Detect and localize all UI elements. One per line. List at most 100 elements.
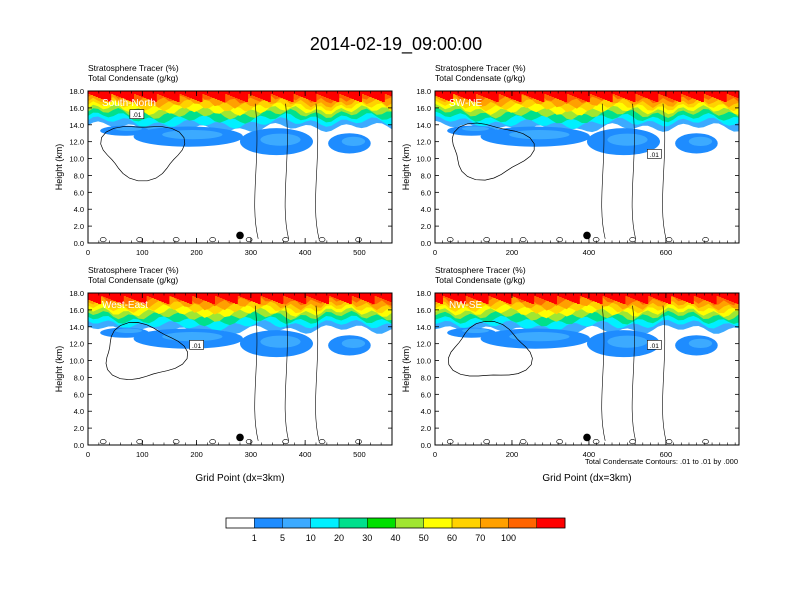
y-tick-label: 6.0 [421,188,431,197]
y-tick-label: 2.0 [74,424,84,433]
x-tick-label: 200 [506,450,519,459]
y-tick-label: 2.0 [421,424,431,433]
y-tick-label: 18.0 [416,87,431,96]
y-tick-label: 4.0 [421,407,431,416]
panel-label: SW-NE [449,98,482,109]
colorbar: 1 5 10 20 30 40 50 60 70 100 [225,517,566,543]
plot-frame [434,90,740,244]
colorbar-swatch [282,518,312,528]
x-tick-label: 300 [245,248,258,257]
x-tick-label: 300 [245,450,258,459]
y-axis-label: Height (km) [54,346,64,393]
colorbar-swatch [226,518,255,528]
contour-label: .01 [650,152,659,159]
y-tick-label: 0.0 [74,441,84,450]
location-marker [236,231,244,240]
colorbar-swatch [339,518,368,528]
colorbar-label: 60 [447,533,457,543]
y-tick-label: 0.0 [74,239,84,248]
colorbar-label: 30 [362,533,372,543]
x-tick-label: 600 [660,450,673,459]
x-tick-label: 200 [190,450,203,459]
y-tick-label: 6.0 [421,390,431,399]
y-tick-label: 18.0 [416,289,431,298]
panel-label: South-North [102,98,156,109]
y-tick-label: 6.0 [74,188,84,197]
x-tick-label: 500 [353,248,366,257]
x-axis-label: Grid Point (dx=3km) [542,473,631,484]
x-tick-label: 200 [506,248,519,257]
panel-subtitle-tracer: Stratosphere Tracer (%) [435,265,526,275]
y-tick-label: 16.0 [416,306,431,315]
y-tick-label: 8.0 [74,171,84,180]
colorbar-label: 1 [252,533,257,543]
y-tick-label: 14.0 [69,323,84,332]
y-tick-label: 14.0 [416,323,431,332]
panel-sw-ne: Stratosphere Tracer (%)Total Condensate … [401,63,740,257]
panel-subtitle-tracer: Stratosphere Tracer (%) [435,63,526,73]
y-axis-label: Height (km) [401,144,411,191]
panels: Stratosphere Tracer (%)Total Condensate … [54,63,740,484]
panel-label: NW-SE [449,300,482,311]
panel-subtitle-condensate: Total Condensate (g/kg) [435,275,525,285]
y-tick-label: 6.0 [74,390,84,399]
colorbar-swatch [508,518,538,528]
x-tick-label: 0 [86,450,90,459]
y-tick-label: 14.0 [416,121,431,130]
colorbar-label: 20 [334,533,344,543]
contour-label: .01 [650,343,659,350]
y-tick-label: 10.0 [69,357,84,366]
y-tick-label: 10.0 [416,357,431,366]
colorbar-swatch [254,518,283,528]
y-tick-label: 12.0 [69,138,84,147]
location-marker [583,433,591,442]
x-tick-label: 400 [583,248,596,257]
panel-subtitle-condensate: Total Condensate (g/kg) [435,73,525,83]
y-tick-label: 10.0 [69,155,84,164]
x-tick-label: 100 [136,248,149,257]
colorbar-label: 10 [306,533,316,543]
y-tick-label: 16.0 [69,306,84,315]
y-tick-label: 0.0 [421,441,431,450]
y-tick-label: 12.0 [69,340,84,349]
panel-subtitle-tracer: Stratosphere Tracer (%) [88,265,179,275]
panel-west-east: Stratosphere Tracer (%)Total Condensate … [54,265,393,484]
y-tick-label: 8.0 [421,373,431,382]
y-tick-label: 4.0 [421,205,431,214]
x-tick-label: 0 [433,450,437,459]
panel-nw-se: Stratosphere Tracer (%)Total Condensate … [401,265,740,484]
y-tick-label: 4.0 [74,407,84,416]
plot-area [88,293,392,445]
y-tick-label: 4.0 [74,205,84,214]
plot-frame [434,292,740,446]
contour-label: .01 [192,343,201,350]
colorbar-label: 100 [501,533,516,543]
y-tick-label: 8.0 [421,171,431,180]
location-marker [583,231,591,240]
panel-subtitle-condensate: Total Condensate (g/kg) [88,275,178,285]
contour-footnote: Total Condensate Contours: .01 to .01 by… [585,457,738,466]
x-axis-label: Grid Point (dx=3km) [195,473,284,484]
y-axis-label: Height (km) [401,346,411,393]
colorbar-label: 5 [280,533,285,543]
colorbar-label: 40 [390,533,400,543]
colorbar-label: 50 [419,533,429,543]
y-tick-label: 8.0 [74,373,84,382]
plot-area [435,91,739,243]
x-tick-label: 400 [583,450,596,459]
x-tick-label: 100 [136,450,149,459]
y-tick-label: 0.0 [421,239,431,248]
plot-area [435,293,739,445]
x-tick-label: 0 [433,248,437,257]
x-tick-label: 200 [190,248,203,257]
colorbar-swatch [452,518,481,528]
colorbar-swatch [423,518,453,528]
panel-subtitle-condensate: Total Condensate (g/kg) [88,73,178,83]
x-tick-label: 0 [86,248,90,257]
colorbar-swatch [480,518,509,528]
y-tick-label: 16.0 [416,104,431,113]
panel-label: West-East [102,300,148,311]
y-tick-label: 18.0 [69,289,84,298]
contour-label: .01 [132,112,141,119]
